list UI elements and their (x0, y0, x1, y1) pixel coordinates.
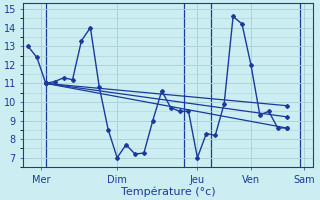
X-axis label: Température (°c): Température (°c) (121, 186, 216, 197)
